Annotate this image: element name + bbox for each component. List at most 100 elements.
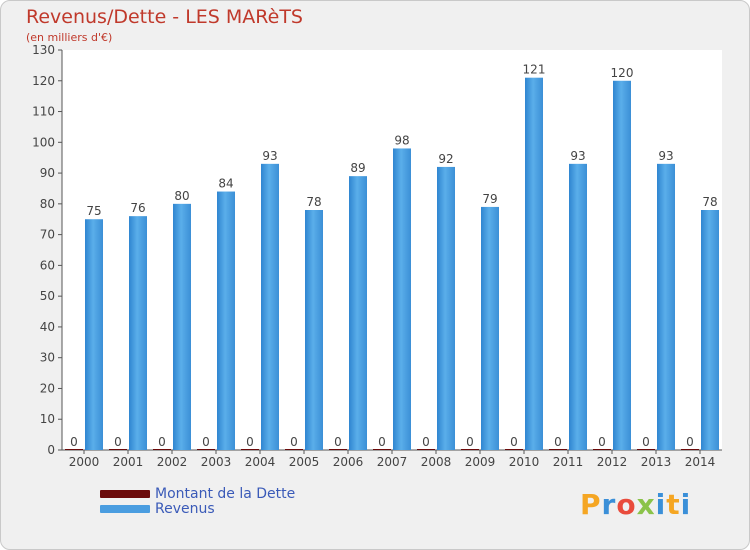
y-tick-label: 70 [40, 228, 55, 242]
debt-bar [505, 449, 523, 450]
debt-bar [637, 449, 655, 450]
revenue-data-label: 121 [523, 63, 546, 77]
debt-data-label: 0 [114, 435, 122, 449]
revenue-bar [657, 163, 675, 450]
x-tick-label: 2008 [421, 455, 452, 469]
legend-label-revenue: Revenus [155, 501, 215, 517]
revenue-data-label: 76 [130, 201, 145, 215]
revenue-bar [305, 210, 323, 450]
x-tick-label: 2006 [333, 455, 364, 469]
revenue-data-label: 93 [570, 149, 585, 163]
plot-area [62, 50, 722, 450]
revenue-data-label: 93 [262, 149, 277, 163]
revenue-bar [349, 176, 367, 450]
legend-item-debt: Montant de la Dette [100, 486, 295, 502]
x-tick-label: 2000 [69, 455, 100, 469]
revenue-data-label: 93 [658, 149, 673, 163]
logo-letter: i [655, 488, 667, 521]
debt-data-label: 0 [422, 435, 430, 449]
y-tick-label: 90 [40, 166, 55, 180]
revenue-bar [701, 210, 719, 450]
debt-data-label: 0 [334, 435, 342, 449]
legend-swatch-debt [100, 490, 150, 498]
y-tick-label: 30 [40, 351, 55, 365]
debt-bar [153, 449, 171, 450]
debt-bar [329, 449, 347, 450]
debt-data-label: 0 [246, 435, 254, 449]
debt-data-label: 0 [466, 435, 474, 449]
debt-data-label: 0 [686, 435, 694, 449]
y-tick-label: 20 [40, 381, 55, 395]
y-tick-label: 0 [47, 443, 55, 457]
y-tick-label: 10 [40, 412, 55, 426]
revenue-bar [613, 80, 631, 451]
y-tick-label: 130 [32, 43, 55, 57]
revenue-data-label: 120 [611, 66, 634, 80]
revenue-bar [481, 206, 499, 450]
debt-bar [197, 449, 215, 450]
proxiti-logo: Proxiti [580, 488, 691, 521]
y-tick-label: 110 [32, 105, 55, 119]
x-tick-label: 2002 [157, 455, 188, 469]
revenue-bar [173, 203, 191, 450]
chart-title: Revenus/Dette - LES MARèTS [26, 6, 303, 28]
x-tick-label: 2013 [641, 455, 672, 469]
debt-data-label: 0 [554, 435, 562, 449]
debt-bar [285, 449, 303, 450]
debt-data-label: 0 [510, 435, 518, 449]
revenue-bar [525, 77, 543, 450]
x-tick-label: 2014 [685, 455, 716, 469]
debt-bar [681, 449, 699, 450]
logo-letter: x [636, 488, 656, 521]
revenue-data-label: 89 [350, 161, 365, 175]
y-tick-label: 50 [40, 289, 55, 303]
debt-bar [373, 449, 391, 450]
revenue-bar [569, 163, 587, 450]
revenue-data-label: 84 [218, 177, 233, 191]
revenue-bar [129, 216, 147, 450]
revenue-data-label: 79 [482, 192, 497, 206]
legend-label-debt: Montant de la Dette [155, 486, 296, 502]
logo-letter: t [666, 488, 681, 521]
x-tick-label: 2011 [553, 455, 584, 469]
logo-letter: r [601, 488, 617, 521]
x-tick-label: 2003 [201, 455, 232, 469]
revenue-bar [437, 166, 455, 450]
debt-bar [241, 449, 259, 450]
debt-data-label: 0 [158, 435, 166, 449]
y-tick-label: 80 [40, 197, 55, 211]
logo-letter: P [580, 488, 602, 521]
revenue-data-label: 75 [86, 204, 101, 218]
debt-bar [65, 449, 83, 450]
x-tick-label: 2010 [509, 455, 540, 469]
revenue-data-label: 92 [438, 152, 453, 166]
revenue-data-label: 98 [394, 133, 409, 147]
y-tick-label: 40 [40, 320, 55, 334]
debt-bar [417, 449, 435, 450]
revenue-data-label: 78 [306, 195, 321, 209]
y-tick-label: 100 [32, 135, 55, 149]
debt-bar [593, 449, 611, 450]
debt-data-label: 0 [598, 435, 606, 449]
legend-item-revenue: Revenus [100, 501, 215, 517]
debt-data-label: 0 [290, 435, 298, 449]
debt-data-label: 0 [642, 435, 650, 449]
x-tick-label: 2005 [289, 455, 320, 469]
revenue-bar [85, 219, 103, 450]
y-tick-label: 120 [32, 74, 55, 88]
debt-data-label: 0 [378, 435, 386, 449]
logo-letter: i [680, 488, 692, 521]
revenue-data-label: 80 [174, 189, 189, 203]
revenue-bar [261, 163, 279, 450]
y-tick-label: 60 [40, 258, 55, 272]
debt-bar [549, 449, 567, 450]
debt-bar [461, 449, 479, 450]
chart-subtitle: (en milliers d'€) [26, 31, 113, 44]
revenue-bar [217, 191, 235, 451]
x-tick-label: 2004 [245, 455, 276, 469]
revenue-bar [393, 148, 411, 450]
x-tick-label: 2009 [465, 455, 496, 469]
legend-swatch-revenue [100, 505, 150, 513]
x-tick-label: 2012 [597, 455, 628, 469]
